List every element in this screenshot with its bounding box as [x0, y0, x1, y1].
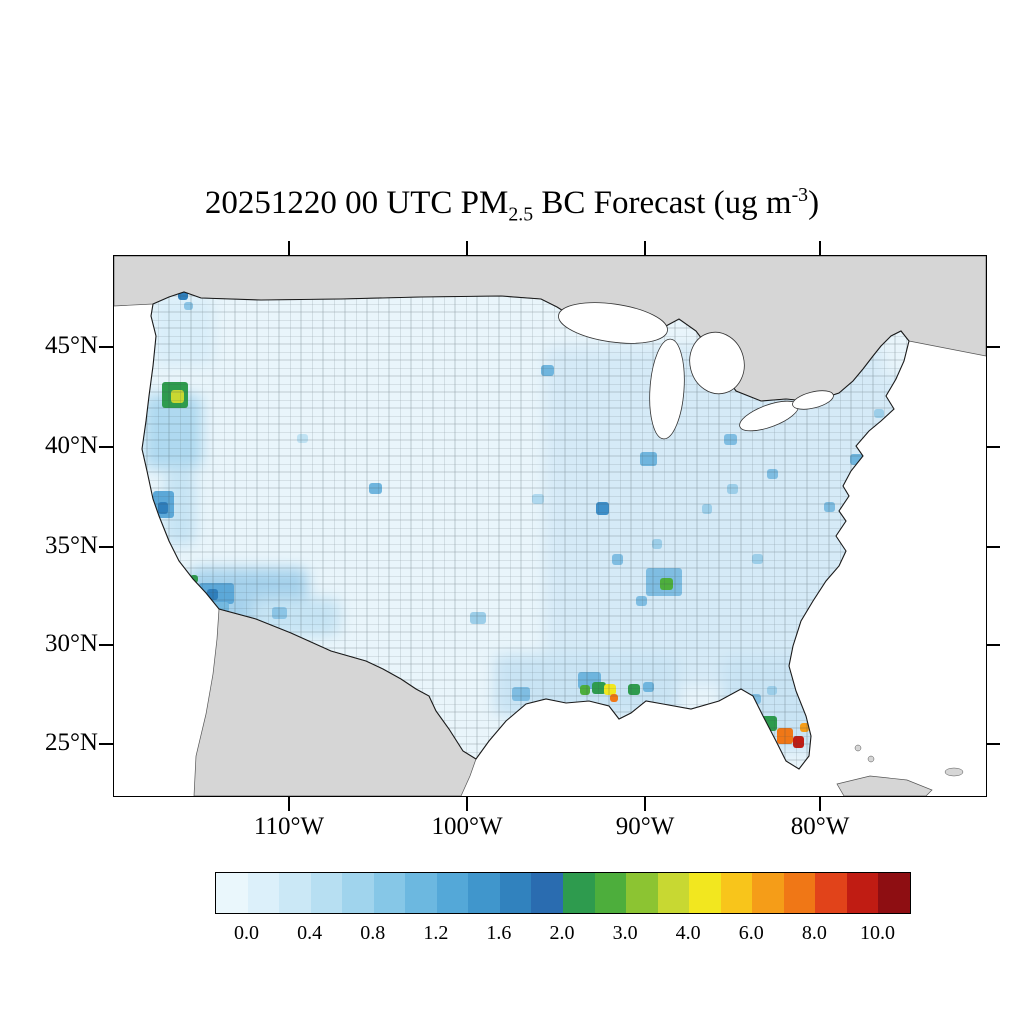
colorbar-segment [720, 873, 753, 913]
y-axis-label: 35°N [44, 532, 98, 559]
colorbar-segment [342, 873, 374, 913]
axis-tick [99, 743, 113, 745]
colorbar-segment [436, 873, 469, 913]
colorbar-segment [878, 873, 911, 913]
x-axis-label: 110°W [253, 813, 325, 840]
y-axis-label: 45°N [44, 332, 98, 359]
colorbar-tick-label: 1.6 [486, 922, 512, 944]
bahamas-island-2 [867, 755, 875, 763]
x-axis-label: 100°W [431, 813, 503, 840]
axis-tick [819, 797, 821, 811]
axis-tick [986, 743, 1000, 745]
colorbar-tick-label: 4.0 [675, 922, 701, 944]
title-text-3: ) [808, 185, 820, 221]
axis-tick [986, 644, 1000, 646]
colorbar-segment [752, 873, 784, 913]
colorbar-tick-label: 0.8 [360, 922, 386, 944]
axis-tick [99, 446, 113, 448]
title-text: 20251220 00 UTC PM [204, 185, 509, 221]
title-text-2: BC Forecast (ug m [533, 185, 792, 221]
colorbar-segment [310, 873, 343, 913]
title-superscript: -3 [791, 184, 809, 206]
us-map [114, 256, 986, 796]
colorbar-segment [499, 873, 532, 913]
colorbar-tick-label: 6.0 [738, 922, 764, 944]
axis-tick [644, 797, 646, 811]
lake-michigan [649, 338, 685, 440]
colorbar-tick-label: 0.4 [297, 922, 323, 944]
y-axis-label: 40°N [44, 432, 98, 459]
colorbar-segment [531, 873, 564, 913]
axis-tick [986, 546, 1000, 548]
colorbar-segment [563, 873, 595, 913]
bahamas-island [854, 744, 862, 752]
colorbar-segment [279, 873, 311, 913]
colorbar-tick-label: 3.0 [612, 922, 638, 944]
colorbar-segment [689, 873, 721, 913]
axis-tick [288, 797, 290, 811]
axis-tick [644, 241, 646, 255]
colorbar-segment [657, 873, 690, 913]
lake-superior [558, 302, 668, 344]
colorbar-segment [846, 873, 879, 913]
page-title: 20251220 00 UTC PM2.5 BC Forecast (ug m-… [0, 184, 1024, 227]
colorbar-segment [594, 873, 627, 913]
colorbar [215, 872, 911, 914]
colorbar-segment [216, 873, 248, 913]
colorbar-tick-label: 10.0 [859, 922, 895, 944]
colorbar-tick-label: 0.0 [234, 922, 260, 944]
x-axis-label: 90°W [615, 813, 675, 840]
axis-tick [466, 797, 468, 811]
axis-tick [99, 346, 113, 348]
colorbar-tick-label: 1.2 [423, 922, 449, 944]
colorbar-segment [247, 873, 280, 913]
axis-tick [99, 644, 113, 646]
colorbar-segment [468, 873, 500, 913]
colorbar-segment [626, 873, 658, 913]
axis-tick [819, 241, 821, 255]
lake-huron [689, 331, 745, 395]
cuba-landmass [836, 775, 933, 796]
colorbar-segment [815, 873, 847, 913]
title-subscript: 2.5 [508, 203, 534, 226]
colorbar-labels: 0.0 0.4 0.8 1.2 1.6 2.0 3.0 4.0 6.0 8.0 10.0 [0, 922, 1024, 952]
colorbar-tick-label: 8.0 [801, 922, 827, 944]
axis-tick [288, 241, 290, 255]
axis-tick [986, 346, 1000, 348]
axis-tick [466, 241, 468, 255]
colorbar-segment [373, 873, 406, 913]
colorbar-tick-label: 2.0 [549, 922, 575, 944]
y-axis-label: 25°N [44, 729, 98, 756]
colorbar-segment [783, 873, 816, 913]
axis-tick [99, 546, 113, 548]
x-axis-label: 80°W [790, 813, 850, 840]
lake-ontario [792, 390, 834, 410]
axis-tick [986, 446, 1000, 448]
bahamas-island-3 [944, 767, 964, 777]
y-axis-label: 30°N [44, 630, 98, 657]
map-panel [113, 255, 987, 797]
colorbar-segment [405, 873, 437, 913]
